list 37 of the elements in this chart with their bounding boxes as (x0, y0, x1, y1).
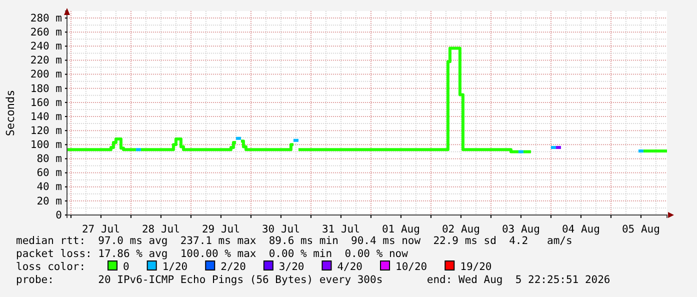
x-tick-label: 05 Aug (622, 224, 660, 236)
legend-label: 4/20 (337, 261, 363, 273)
x-tick-label: 30 Jul (262, 224, 300, 236)
y-tick-label: 100 m (30, 139, 62, 152)
x-tick-label: 27 Jul (82, 224, 120, 236)
y-tick-label: 180 m (30, 82, 62, 95)
x-tick-label: 29 Jul (202, 224, 240, 236)
y-tick-label: 140 m (30, 110, 62, 123)
text: packet loss: 17.86 % avg 100.00 % max 0.00 % min 0.00 % now (16, 248, 409, 260)
y-tick-label: 280 m (30, 12, 62, 24)
y-tick-label: 120 m (30, 124, 62, 137)
y-tick-label: 220 m (30, 54, 62, 67)
legend-label: 1/20 (162, 261, 188, 273)
legend-label: 0 (123, 261, 130, 273)
text: probe: 20 IPv6-ICMP Echo Pings (56 Bytes) every 300s end: Wed Aug 5 22:25:51 2026 (16, 274, 610, 286)
y-tick-label: 200 m (30, 68, 62, 81)
legend-label: 10/20 (396, 261, 428, 273)
x-tick-label: 02 Aug (442, 224, 480, 236)
y-tick-label: 60 m (36, 167, 62, 180)
y-tick-label: 240 m (30, 40, 62, 53)
y-tick-label: 20 m (36, 195, 62, 208)
x-tick-label: 28 Jul (142, 224, 180, 236)
text: median rtt: 97.0 ms avg 237.1 ms max 89.6 ms min 90.4 ms now 22.9 ms sd 4.2 am/s (16, 235, 572, 247)
x-tick-label: 31 Jul (322, 224, 360, 236)
x-tick-label: 01 Aug (382, 224, 420, 236)
y-tick-label: 260 m (30, 26, 62, 38)
legend-title: loss color: (16, 261, 86, 273)
y-tick-label: 80 m (36, 153, 62, 166)
legend-label: 19/20 (460, 261, 492, 273)
legend-label: 2/20 (220, 261, 246, 273)
y-tick-label: 160 m (30, 96, 62, 109)
y-axis-title: Seconds (4, 90, 17, 136)
x-tick-label: 04 Aug (562, 224, 600, 236)
legend-label: 3/20 (278, 261, 304, 273)
x-tick-label: 03 Aug (502, 224, 540, 236)
y-tick-label: 0 (56, 209, 62, 222)
y-tick-label: 40 m (36, 181, 62, 194)
